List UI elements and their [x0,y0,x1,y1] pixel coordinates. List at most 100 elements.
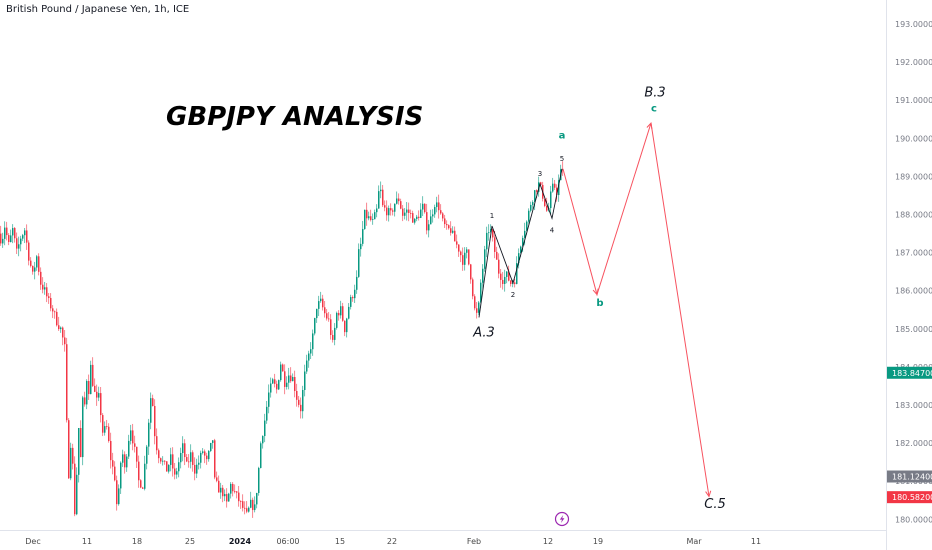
candle-body [128,440,130,457]
candle-body [242,501,244,508]
candle-body [488,232,490,234]
candle-body [278,380,280,390]
wave-label-b-3: B.3 [644,85,665,100]
candle-body [378,191,380,209]
candle-body [2,238,4,244]
candle-body [190,452,192,462]
candle-body [514,282,516,284]
candle-body [72,447,74,464]
symbol-header[interactable]: British Pound / Japanese Yen, 1h, ICE [6,4,190,15]
candle-body [350,297,352,307]
candle-body [14,228,16,239]
candle-body [76,474,78,515]
candle-body [550,191,552,209]
candle-body [422,203,424,210]
wave-label-b: b [596,298,603,309]
price-tick-label: 190.00000 [895,134,932,143]
candle-body [320,298,322,302]
candle-body [56,311,58,326]
candle-body [166,461,168,472]
price-tick-label: 187.00000 [895,249,932,258]
candle-body [412,213,414,223]
candle-body [110,440,112,461]
candle-body [316,308,318,319]
candle-body [58,325,60,330]
candle-body [516,263,518,284]
candle-body [44,287,46,290]
candle-body [372,219,374,220]
candle-body [152,398,154,407]
wave-label-c: c [651,104,657,115]
candle-body [398,198,400,202]
candle-body [184,443,186,458]
price-tag-label: 180.58200 [892,493,932,502]
candle-body [344,320,346,333]
candle-body [418,216,420,218]
candle-body [142,487,144,489]
price-tag-green: 183.84700 [887,366,932,379]
candle-body [94,385,96,392]
candle-body [458,244,460,252]
candle-body [474,296,476,309]
candle-body [116,480,118,505]
candle-body [366,209,368,219]
time-axis[interactable]: Dec 11 18 25 2024 06:00 15 22 Feb 12 19 Mar 11 [25,537,761,546]
candle-body [28,242,30,261]
candle-body [386,207,388,216]
candle-body [230,483,232,494]
candle-body [12,228,14,236]
candle-body [276,383,278,390]
candle-body [156,436,158,451]
candle-body [328,318,330,320]
candle-body [556,187,558,196]
time-tick-label: 11 [82,537,92,546]
candle-body [244,507,246,509]
candle-body [326,313,328,319]
time-tick-label: 18 [132,537,142,546]
candle-body [96,391,98,398]
candle-body [266,406,268,421]
candle-body [346,318,348,333]
candle-body [80,427,82,458]
candle-body [414,218,416,223]
candle-body [484,249,486,269]
candle-body [368,216,370,219]
candle-body [198,462,200,465]
candle-body [462,255,464,265]
candle-body [250,499,252,508]
candle-body [534,190,536,203]
candle-body [52,308,54,312]
candle-body [186,457,188,462]
candle-body [84,397,86,405]
candle-body [440,210,442,214]
candle-body [454,230,456,242]
candle-body [0,233,2,244]
candle-body [472,279,474,297]
candle-body [296,391,298,400]
candle-body [288,375,290,383]
time-tick-label: 06:00 [276,537,299,546]
candle-body [98,393,100,398]
lightning-icon[interactable] [554,511,570,527]
candle-body [236,491,238,493]
candle-body [400,201,402,209]
candle-body [354,289,356,299]
candle-body [552,183,554,192]
candle-body [150,398,152,423]
candle-body [238,492,240,502]
candle-body [248,507,250,512]
candle-body [442,213,444,219]
time-tick-label: 25 [185,537,195,546]
wave-count-label: 5 [560,155,564,163]
price-tick-label: 191.00000 [895,96,932,105]
candle-body [38,256,40,272]
candle-body [4,227,6,239]
candle-body [60,327,62,330]
price-tick-label: 182.00000 [895,439,932,448]
candle-body [494,237,496,252]
candle-body [194,464,196,474]
candle-body [352,297,354,299]
candle-body [324,307,326,314]
